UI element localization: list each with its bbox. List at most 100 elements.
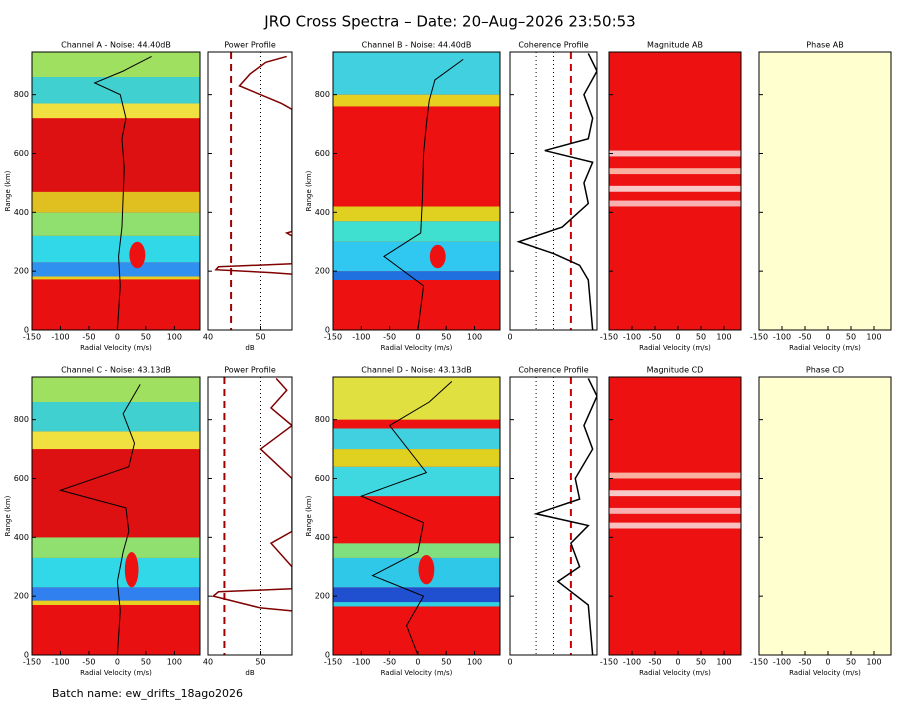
panel-title: Phase AB <box>806 41 843 50</box>
y-tick-label: 800 <box>14 415 29 424</box>
x-axis-label: Radial Velocity (m/s) <box>639 344 711 352</box>
heatmap-background <box>759 52 891 330</box>
panel-title: Coherence Profile <box>518 41 588 50</box>
panel-title: Power Profile <box>224 366 276 375</box>
x-tick-label: -100 <box>352 658 370 667</box>
heatmap-band <box>32 402 200 432</box>
x-tick-label: 0 <box>507 658 512 667</box>
heatmap-band <box>333 206 500 222</box>
x-tick-label: -100 <box>623 333 641 342</box>
x-tick-label: 50 <box>441 333 451 342</box>
overlay-line <box>58 384 141 655</box>
y-tick-label: 600 <box>315 474 330 483</box>
heatmap-background <box>759 377 891 655</box>
heatmap-band <box>333 94 500 107</box>
x-tick-label: 100 <box>716 658 731 667</box>
plot-area <box>510 52 597 330</box>
heatmap-band <box>609 472 741 479</box>
heatmap-band <box>333 587 500 603</box>
x-tick-label: -150 <box>750 333 768 342</box>
plot-area <box>208 377 292 655</box>
x-tick-label: -50 <box>648 658 661 667</box>
heatmap-band <box>333 377 500 420</box>
heatmap-band <box>333 221 500 242</box>
y-tick-label: 400 <box>14 533 29 542</box>
heatmap-band <box>32 279 200 330</box>
blob <box>129 241 146 269</box>
profile-line <box>516 53 597 330</box>
heatmap-band <box>32 52 200 78</box>
heatmap-band <box>32 262 200 277</box>
plot-area <box>510 377 597 655</box>
x-tick-label: -150 <box>23 658 41 667</box>
x-tick-label: -50 <box>82 333 95 342</box>
batch-name: Batch name: ew_drifts_18ago2026 <box>52 687 243 700</box>
x-tick-label: 100 <box>467 658 482 667</box>
heatmap-band <box>333 241 500 272</box>
x-tick-label: 0 <box>507 333 512 342</box>
y-tick-label: 0 <box>24 326 29 335</box>
x-tick-label: 100 <box>866 333 881 342</box>
y-tick-label: 800 <box>315 90 330 99</box>
x-tick-label: 50 <box>846 658 856 667</box>
heatmap-band <box>333 606 500 655</box>
x-tick-label: 0 <box>115 658 120 667</box>
frame <box>608 51 742 331</box>
y-tick-label: 600 <box>14 474 29 483</box>
y-tick-label: 800 <box>14 90 29 99</box>
heatmap-background <box>609 377 741 655</box>
heatmap-band <box>609 490 741 497</box>
heatmap-band <box>32 77 200 104</box>
heatmap-band <box>32 191 200 213</box>
frame <box>509 376 598 656</box>
heatmap-band <box>333 543 500 558</box>
x-axis-label: Radial Velocity (m/s) <box>381 344 453 352</box>
x-tick-label: -50 <box>798 658 811 667</box>
overlay-line <box>359 381 453 655</box>
y-tick-label: 0 <box>325 651 330 660</box>
frame <box>332 376 501 656</box>
frame <box>207 376 293 656</box>
x-tick-label: 50 <box>255 333 265 342</box>
frame <box>31 51 201 331</box>
x-tick-label: 50 <box>141 333 151 342</box>
y-tick-label: 200 <box>315 592 330 601</box>
x-tick-label: 40 <box>203 658 213 667</box>
x-axis-label: Radial Velocity (m/s) <box>639 669 711 677</box>
x-tick-label: -100 <box>773 333 791 342</box>
panel-title: Phase CD <box>806 366 844 375</box>
blob <box>418 554 435 585</box>
heatmap-band <box>32 377 200 403</box>
x-tick-label: 50 <box>696 658 706 667</box>
overlay-line <box>93 55 152 330</box>
frame <box>31 376 201 656</box>
heatmap-band <box>333 106 500 207</box>
heatmap-band <box>333 419 500 429</box>
frame <box>758 376 892 656</box>
x-axis-label: Radial Velocity (m/s) <box>80 669 152 677</box>
panel-title: Magnitude CD <box>647 366 704 375</box>
heatmap-band <box>333 449 500 467</box>
x-tick-label: 100 <box>167 658 182 667</box>
frame <box>758 51 892 331</box>
blob <box>429 244 446 269</box>
y-tick-label: 400 <box>14 208 29 217</box>
y-tick-label: 400 <box>315 533 330 542</box>
panel-title: Magnitude AB <box>647 41 703 50</box>
y-axis-label: Range (km) <box>305 170 313 211</box>
x-tick-label: -50 <box>648 333 661 342</box>
blob <box>124 552 139 588</box>
panel-title: Coherence Profile <box>518 366 588 375</box>
heatmap-band <box>32 212 200 236</box>
x-tick-label: 100 <box>716 333 731 342</box>
x-tick-label: -100 <box>773 658 791 667</box>
heatmap-band <box>609 200 741 207</box>
x-tick-label: 0 <box>415 658 420 667</box>
x-axis-label: Radial Velocity (m/s) <box>381 669 453 677</box>
x-tick-label: 50 <box>696 333 706 342</box>
x-tick-label: 0 <box>115 333 120 342</box>
x-tick-label: -150 <box>600 333 618 342</box>
x-axis-label: Radial Velocity (m/s) <box>789 344 861 352</box>
x-tick-label: -100 <box>51 658 69 667</box>
y-tick-label: 200 <box>14 267 29 276</box>
